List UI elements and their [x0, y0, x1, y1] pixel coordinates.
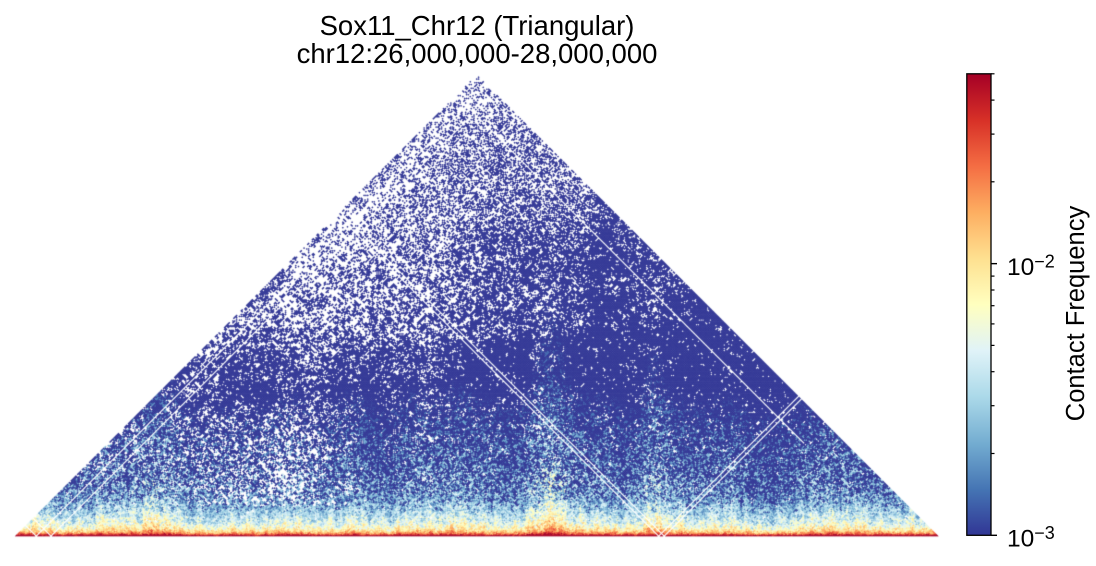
svg-text:10−2: 10−2	[1007, 252, 1055, 282]
svg-text:Contact Frequency: Contact Frequency	[1062, 206, 1090, 422]
svg-text:10−3: 10−3	[1007, 523, 1055, 553]
